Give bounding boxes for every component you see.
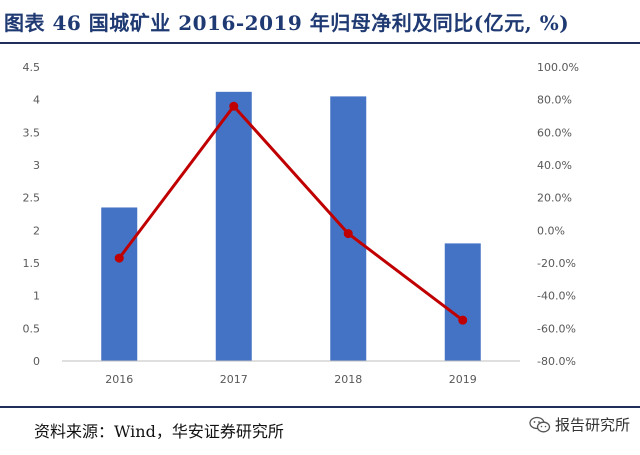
right-tick-label: 100.0% [537,61,579,74]
bar-2019 [444,243,481,361]
bar-2018 [330,96,367,362]
x-tick-label: 2019 [449,373,477,386]
x-tick-label: 2018 [334,373,362,386]
left-tick-label: 2 [33,224,40,237]
right-tick-label: -40.0% [537,290,576,303]
chart: 00.511.522.533.544.5 -80.0%-60.0%-40.0%-… [23,61,579,386]
left-tick-label: 4 [33,94,40,107]
yoy-point-2017 [229,101,239,111]
yoy-point-2016 [114,253,124,263]
left-tick-label: 2.5 [23,192,41,205]
left-tick-label: 4.5 [23,61,41,74]
title-bar: 图表 46 国城矿业 2016-2019 年归母净利及同比(亿元, %) [0,0,640,44]
source-note: 资料来源：Wind，华安证券研究所 [34,422,284,441]
bar-2016 [101,207,138,361]
watermark: 报告研究所 [529,414,630,435]
left-tick-label: 0 [33,355,40,368]
yoy-line [118,104,464,322]
source-divider [0,406,640,408]
left-axis: 0 0.5 1 1.5 2 2.5 3 3.5 4 4.5 [23,61,41,368]
left-tick-label: 1 [33,290,40,303]
right-axis: -80.0% -60.0% -40.0% -20.0% 0.0% 20.0% 40.0% 60… [537,61,579,368]
right-tick-label: -60.0% [537,322,576,335]
right-tick-label: -80.0% [537,355,576,368]
bar-2017 [215,91,252,362]
line-series-group [114,101,468,325]
right-tick-label: 20.0% [537,192,572,205]
left-tick-label: 0.5 [23,322,41,335]
left-tick-label: 1.5 [23,257,41,270]
yoy-point-2019 [458,315,468,325]
right-tick-label: 40.0% [537,159,572,172]
page-title: 图表 46 国城矿业 2016-2019 年归母净利及同比(亿元, %) [4,11,570,35]
x-axis: 2016 2017 2018 2019 [62,360,520,386]
right-tick-label: 80.0% [537,94,572,107]
x-tick-label: 2017 [220,373,248,386]
x-tick-label: 2016 [105,373,133,386]
yoy-point-2018 [343,229,353,239]
left-tick-label: 3.5 [23,126,41,139]
watermark-text: 报告研究所 [554,416,630,434]
right-tick-label: 60.0% [537,126,572,139]
right-tick-label: 0.0% [537,224,565,237]
wechat-icon [529,416,551,432]
bars-group [101,91,481,362]
right-tick-label: -20.0% [537,257,576,270]
left-tick-label: 3 [33,159,40,172]
